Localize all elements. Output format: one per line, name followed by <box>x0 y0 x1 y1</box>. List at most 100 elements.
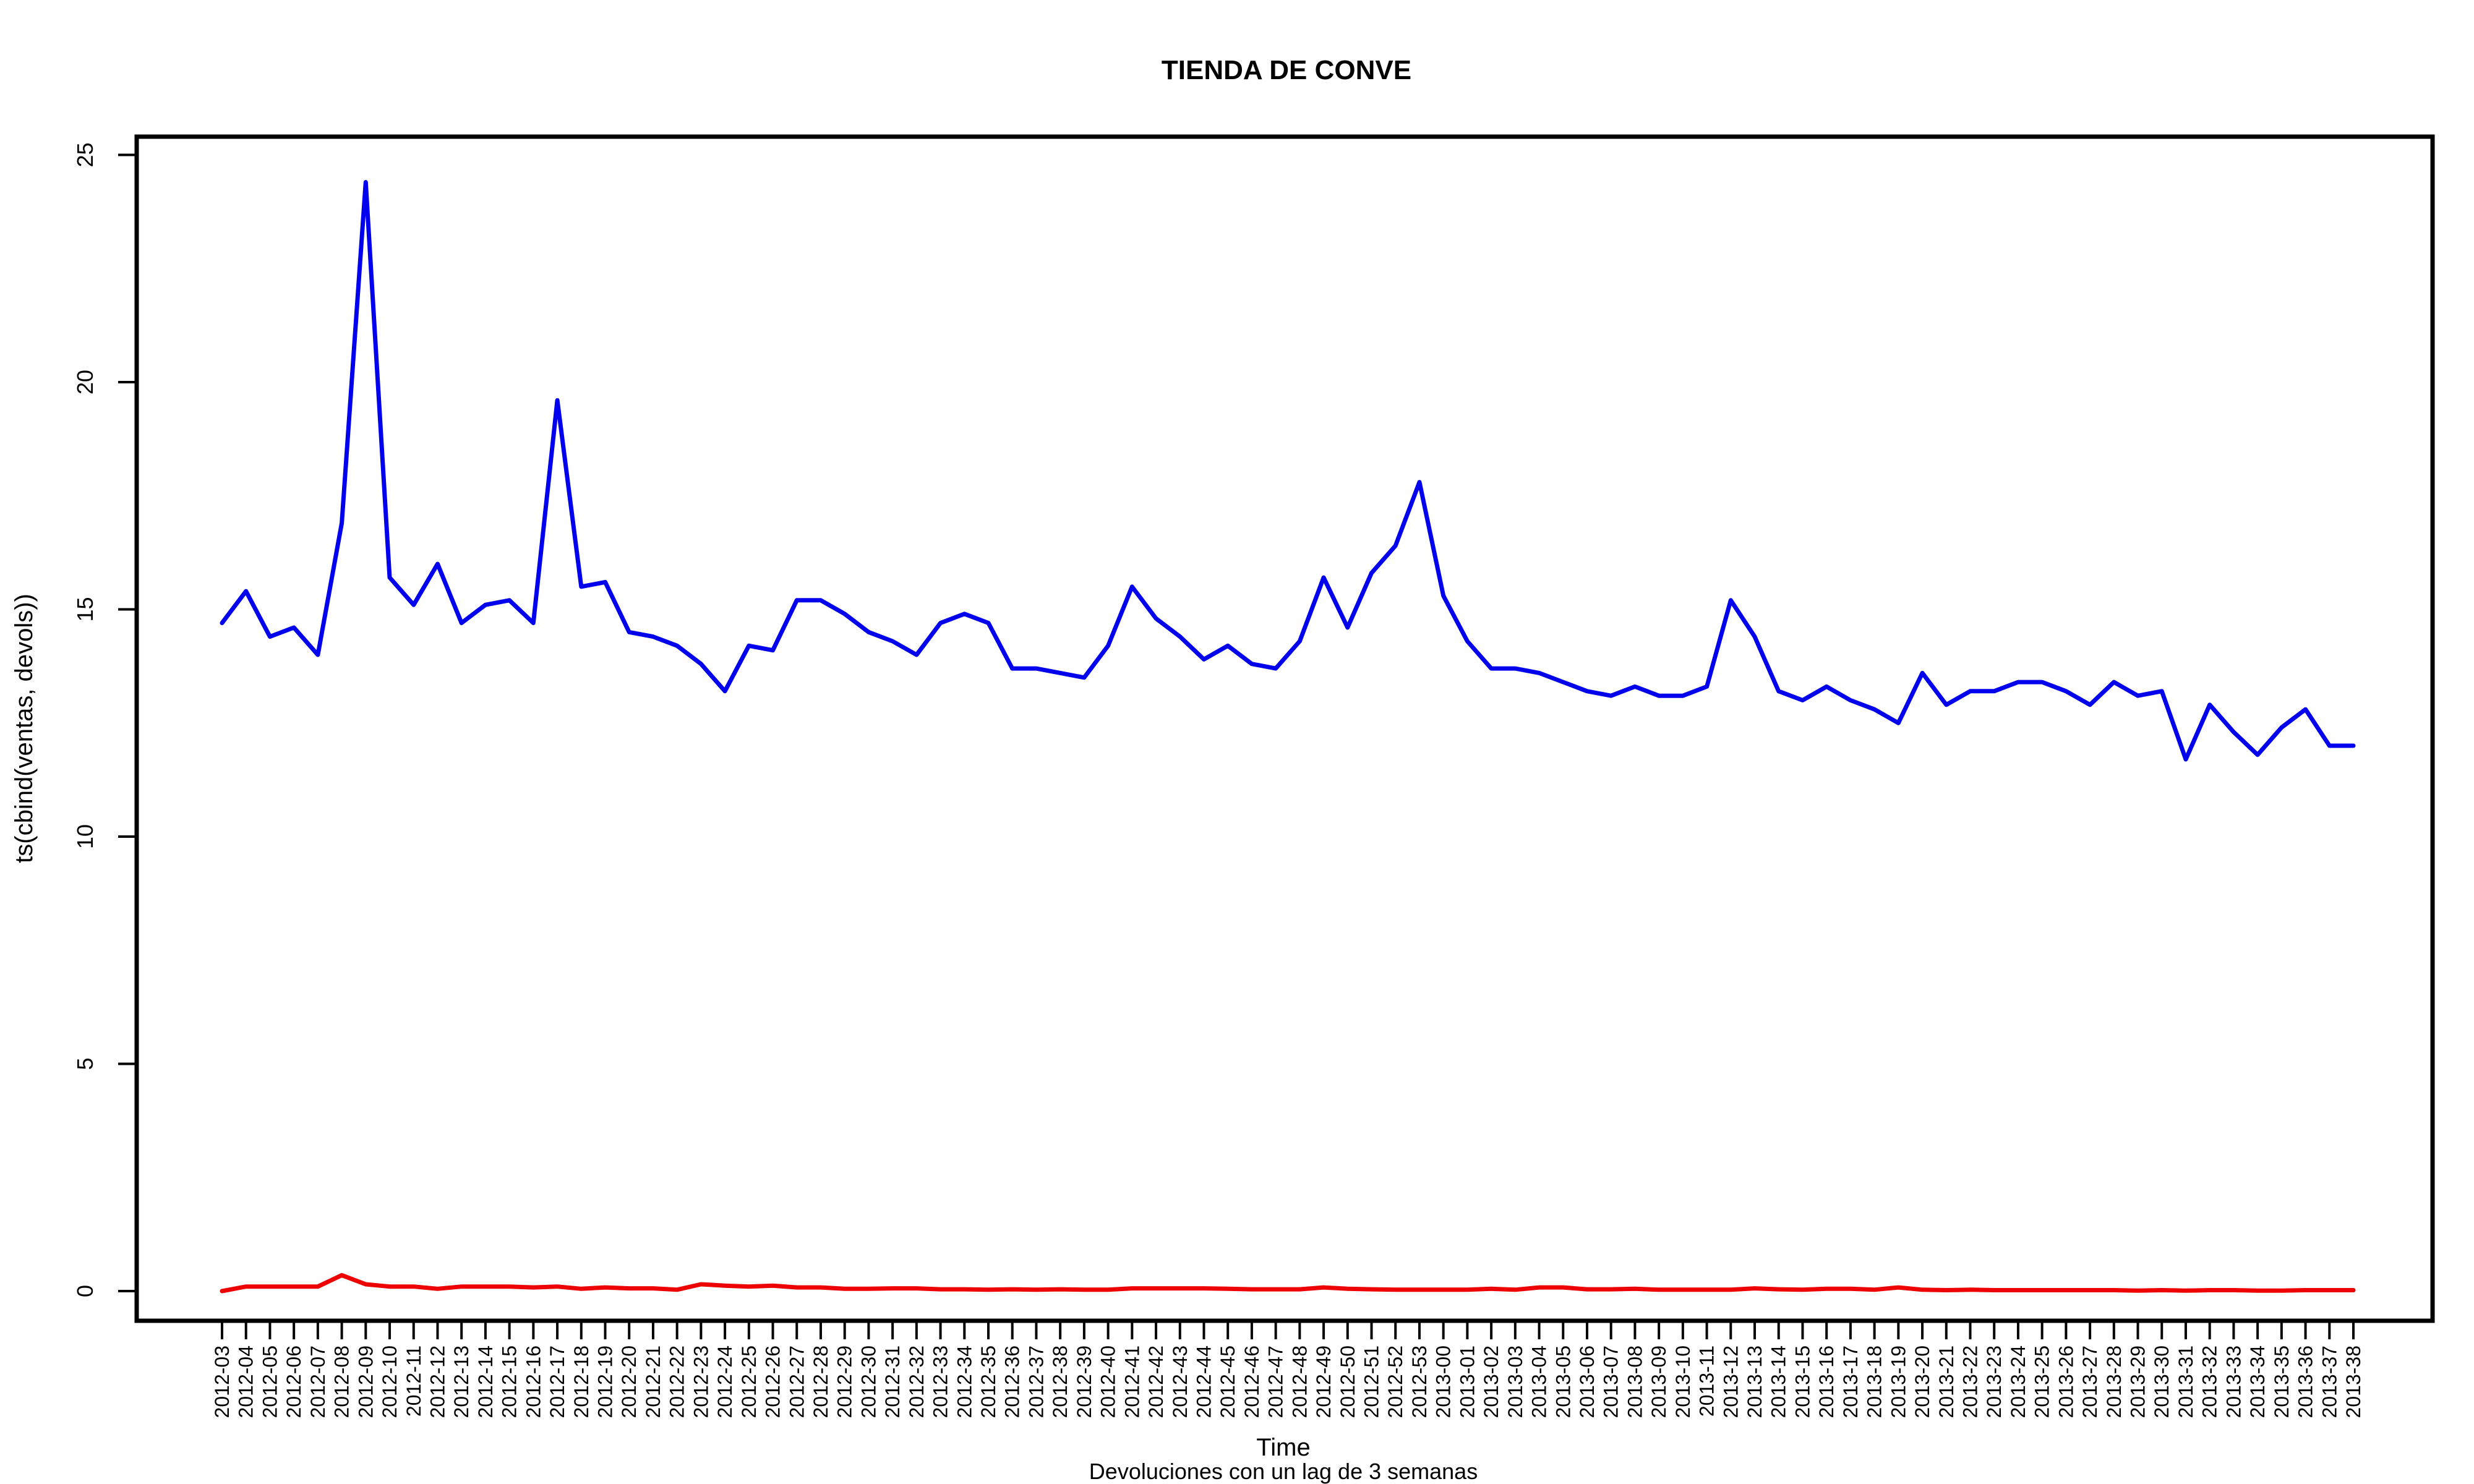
data-point <box>1992 1288 1997 1292</box>
data-point <box>2183 757 2188 762</box>
data-point <box>411 603 416 607</box>
x-tick-label: 2012-08 <box>331 1345 353 1418</box>
x-tick-label: 2012-12 <box>426 1345 448 1418</box>
x-tick-label: 2013-02 <box>1480 1345 1502 1418</box>
data-point <box>2064 1288 2068 1292</box>
data-point <box>1417 480 1421 484</box>
data-point <box>1393 544 1398 548</box>
x-tick-label: 2013-10 <box>1672 1345 1694 1418</box>
data-point <box>292 1284 296 1289</box>
y-tick-label: 0 <box>72 1285 98 1297</box>
data-point <box>795 1286 799 1290</box>
data-point <box>531 1286 536 1290</box>
x-tick-label: 2012-09 <box>354 1345 377 1418</box>
x-tick-label: 2012-10 <box>379 1345 401 1418</box>
x-tick-label: 2013-15 <box>1791 1345 1813 1418</box>
data-point <box>603 580 607 584</box>
data-point <box>2040 1288 2044 1292</box>
x-tick-label: 2013-29 <box>2127 1345 2149 1418</box>
data-point <box>1441 594 1445 598</box>
data-point <box>1729 1287 1733 1292</box>
x-tick-label: 2013-03 <box>1504 1345 1526 1418</box>
data-point <box>531 621 536 625</box>
data-point <box>1202 1286 1206 1290</box>
data-point <box>1944 1288 1948 1292</box>
data-point <box>1920 1287 1925 1292</box>
x-tick-label: 2013-24 <box>2007 1345 2029 1418</box>
data-point <box>1776 1287 1781 1292</box>
x-tick-label: 2013-31 <box>2175 1345 2197 1418</box>
x-tick-label: 2012-04 <box>235 1345 257 1418</box>
data-point <box>1130 1286 1134 1290</box>
data-point <box>555 398 560 403</box>
data-point <box>1680 1287 1685 1292</box>
data-point <box>1968 689 1972 693</box>
x-tick-label: 2012-25 <box>738 1345 760 1418</box>
data-point <box>1609 694 1613 698</box>
data-point <box>675 644 679 648</box>
data-point <box>1561 1286 1565 1290</box>
data-point <box>1249 662 1254 666</box>
data-point <box>1106 644 1110 648</box>
y-axis: 0 5 10 15 20 25 <box>72 142 138 1297</box>
data-point <box>388 1284 392 1289</box>
data-point <box>220 1289 224 1293</box>
data-point <box>818 1286 823 1290</box>
data-point <box>1705 684 1709 689</box>
x-tick-label: 2012-26 <box>762 1345 784 1418</box>
data-point <box>340 521 344 525</box>
data-point <box>1298 1287 1302 1292</box>
x-tick-label: 2012-41 <box>1121 1345 1143 1418</box>
data-point <box>1369 1287 1374 1292</box>
x-tick-label: 2012-44 <box>1192 1345 1215 1418</box>
data-point <box>315 1284 320 1289</box>
data-point <box>1345 625 1350 629</box>
data-point <box>411 1284 416 1289</box>
data-point <box>1633 684 1637 689</box>
data-point <box>891 1286 895 1290</box>
data-point <box>1034 1287 1038 1292</box>
data-point <box>603 1286 607 1290</box>
data-point <box>1082 675 1086 680</box>
x-tick-label: 2012-30 <box>857 1345 880 1418</box>
data-point <box>244 589 248 594</box>
data-point <box>244 1284 248 1289</box>
x-tick-label: 2013-14 <box>1768 1345 1790 1418</box>
data-point <box>1345 1287 1350 1291</box>
chart-subtitle: Devoluciones con un lag de 3 semanas <box>1089 1459 1478 1484</box>
y-tick-label: 15 <box>72 597 98 621</box>
x-tick-label: 2012-27 <box>785 1345 808 1418</box>
data-point <box>747 644 751 648</box>
data-point <box>1776 689 1781 693</box>
data-point <box>747 1284 751 1289</box>
data-point <box>914 1286 918 1290</box>
x-tick-label: 2012-49 <box>1312 1345 1335 1418</box>
x-tick-label: 2013-38 <box>2342 1345 2365 1418</box>
chart-title: TIENDA DE CONVE <box>1162 55 1411 85</box>
x-tick-label: 2012-15 <box>499 1345 521 1418</box>
data-point <box>507 1284 511 1289</box>
x-tick-label: 2012-38 <box>1049 1345 1071 1418</box>
y-tick-label: 20 <box>72 370 98 394</box>
data-point <box>435 562 440 566</box>
data-point <box>1058 671 1063 675</box>
data-point <box>867 1287 871 1291</box>
x-tick-label: 2012-39 <box>1073 1345 1095 1418</box>
data-point <box>771 1284 775 1288</box>
data-point <box>1561 680 1565 684</box>
x-tick-label: 2013-27 <box>2079 1345 2101 1418</box>
data-point <box>1513 667 1517 671</box>
data-point <box>1226 644 1230 648</box>
data-point <box>675 1287 679 1292</box>
data-point <box>2279 725 2284 730</box>
x-tick-label: 2012-19 <box>594 1345 617 1418</box>
data-point <box>1825 684 1829 689</box>
data-point <box>2064 689 2068 693</box>
x-tick-label: 2013-26 <box>2055 1345 2077 1418</box>
data-point <box>699 662 703 666</box>
data-point <box>1848 1287 1852 1291</box>
data-point <box>1322 576 1326 580</box>
data-point <box>962 1287 967 1292</box>
x-tick-label: 2012-28 <box>810 1345 832 1418</box>
data-point <box>723 689 727 693</box>
